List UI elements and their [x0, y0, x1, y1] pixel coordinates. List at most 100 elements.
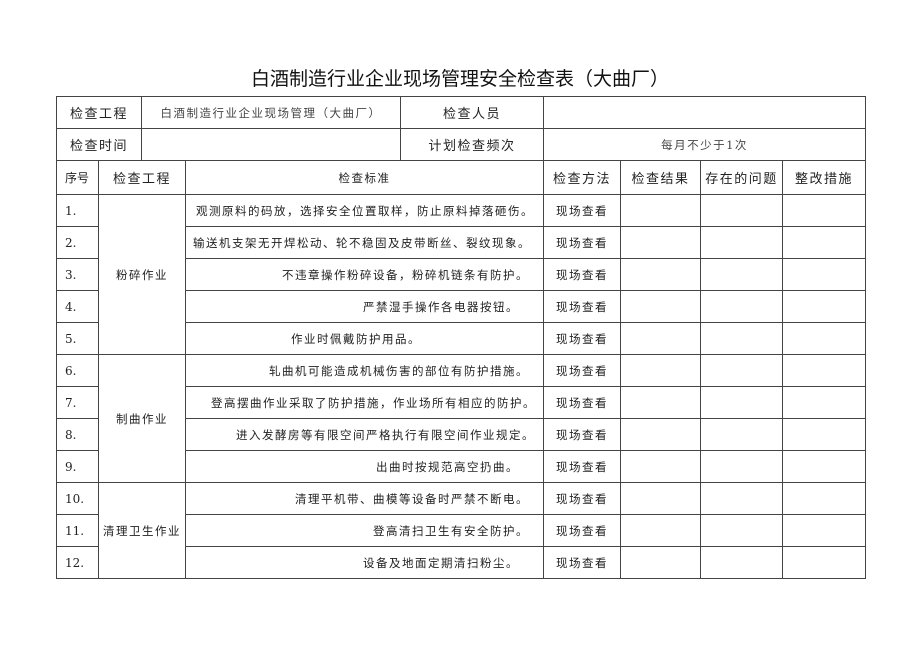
row-standard: 登高摆曲作业采取了防护措施，作业场所有相应的防护。 — [185, 386, 545, 419]
row-method: 现场查看 — [543, 194, 622, 227]
row-measures-cell[interactable] — [782, 322, 867, 355]
time-label: 检查时间 — [55, 128, 143, 161]
row-measures-cell[interactable] — [782, 354, 867, 387]
table-row: 2. 输送机支架无开焊松动、轮不稳固及皮带断丝、裂纹现象。 现场查看 — [56, 226, 867, 259]
row-issues-cell[interactable] — [700, 482, 784, 515]
row-issues-cell[interactable] — [700, 418, 784, 451]
row-measures-cell[interactable] — [782, 450, 867, 483]
row-standard: 出曲时按规范高空扔曲。 — [185, 450, 545, 483]
row-measures-cell[interactable] — [782, 418, 867, 451]
table-row: 1. 粉碎作业 观测原料的码放，选择安全位置取样，防止原料掉落砸伤。 现场查看 — [56, 194, 867, 355]
row-measures-cell[interactable] — [782, 290, 867, 323]
row-method: 现场查看 — [543, 258, 622, 291]
col-seq: 序号 — [56, 160, 99, 195]
column-header-row: 序号 检查工程 检查标准 检查方法 检查结果 存在的问题 整改措施 — [56, 160, 867, 195]
table-row: 5. 作业时佩戴防护用品。 现场查看 — [56, 322, 867, 355]
row-result-cell[interactable] — [620, 194, 702, 227]
row-result-cell[interactable] — [620, 514, 702, 547]
row-standard: 输送机支架无开焊松动、轮不稳固及皮带断丝、裂纹现象。 — [185, 226, 545, 259]
inspection-table: 检查工程 白酒制造行业企业现场管理（大曲厂） 检查人员 检查时间 计划检查频次 … — [55, 96, 867, 579]
row-result-cell[interactable] — [620, 290, 702, 323]
row-method: 现场查看 — [543, 514, 622, 547]
row-measures-cell[interactable] — [782, 194, 867, 227]
table-row: 8. 进入发酵房等有限空间严格执行有限空间作业规定。 现场查看 — [56, 418, 867, 451]
row-issues-cell[interactable] — [700, 386, 784, 419]
project-label: 检查工程 — [55, 96, 143, 129]
row-seq: 10. — [56, 482, 99, 515]
row-issues-cell[interactable] — [700, 322, 784, 355]
row-seq: 2. — [56, 226, 99, 259]
row-measures-cell[interactable] — [782, 546, 867, 579]
row-result-cell[interactable] — [620, 226, 702, 259]
row-measures-cell[interactable] — [782, 258, 867, 291]
row-measures-cell[interactable] — [782, 482, 867, 515]
row-measures-cell[interactable] — [782, 226, 867, 259]
row-seq: 5. — [56, 322, 99, 355]
row-seq: 1. — [56, 194, 99, 227]
row-seq: 8. — [56, 418, 99, 451]
row-method: 现场查看 — [543, 386, 622, 419]
row-issues-cell[interactable] — [700, 194, 784, 227]
col-method: 检查方法 — [543, 160, 622, 195]
row-method: 现场查看 — [543, 418, 622, 451]
row-result-cell[interactable] — [620, 386, 702, 419]
row-standard: 作业时佩戴防护用品。 — [185, 322, 545, 355]
row-issues-cell[interactable] — [700, 226, 784, 259]
row-result-cell[interactable] — [620, 418, 702, 451]
row-result-cell[interactable] — [620, 354, 702, 387]
row-issues-cell[interactable] — [700, 258, 784, 291]
row-group: 制曲作业 — [97, 354, 187, 483]
row-seq: 7. — [56, 386, 99, 419]
table-row: 12. 设备及地面定期清扫粉尘。 现场查看 — [56, 546, 867, 579]
row-measures-cell[interactable] — [782, 386, 867, 419]
header-row-time: 检查时间 计划检查频次 每月不少于1次 — [55, 128, 867, 161]
row-measures-cell[interactable] — [782, 514, 867, 547]
row-result-cell[interactable] — [620, 546, 702, 579]
table-row: 10. 清理卫生作业 清理平机带、曲模等设备时严禁不断电。 现场查看 — [56, 482, 867, 579]
row-seq: 4. — [56, 290, 99, 323]
project-value[interactable]: 白酒制造行业企业现场管理（大曲厂） — [141, 96, 402, 129]
row-standard: 清理平机带、曲模等设备时严禁不断电。 — [185, 482, 545, 515]
row-result-cell[interactable] — [620, 450, 702, 483]
inspector-value[interactable] — [543, 96, 867, 129]
row-seq: 9. — [56, 450, 99, 483]
row-method: 现场查看 — [543, 450, 622, 483]
row-seq: 3. — [56, 258, 99, 291]
time-value[interactable] — [141, 128, 402, 161]
inspector-label: 检查人员 — [400, 96, 545, 129]
row-standard: 进入发酵房等有限空间严格执行有限空间作业规定。 — [185, 418, 545, 451]
table-row: 9. 出曲时按规范高空扔曲。 现场查看 — [56, 450, 867, 483]
row-issues-cell[interactable] — [700, 290, 784, 323]
row-standard: 严禁湿手操作各电器按钮。 — [185, 290, 545, 323]
row-standard: 观测原料的码放，选择安全位置取样，防止原料掉落砸伤。 — [185, 194, 545, 227]
row-standard: 登高清扫卫生有安全防护。 — [185, 514, 545, 547]
row-seq: 6. — [56, 354, 99, 387]
row-issues-cell[interactable] — [700, 514, 784, 547]
col-result: 检查结果 — [620, 160, 702, 195]
table-row: 7. 登高摆曲作业采取了防护措施，作业场所有相应的防护。 现场查看 — [56, 386, 867, 419]
row-result-cell[interactable] — [620, 322, 702, 355]
frequency-label: 计划检查频次 — [400, 128, 545, 161]
col-project: 检查工程 — [97, 160, 187, 195]
row-result-cell[interactable] — [620, 258, 702, 291]
row-method: 现场查看 — [543, 546, 622, 579]
row-method: 现场查看 — [543, 482, 622, 515]
row-method: 现场查看 — [543, 226, 622, 259]
frequency-value[interactable]: 每月不少于1次 — [543, 128, 867, 161]
row-issues-cell[interactable] — [700, 354, 784, 387]
col-measures: 整改措施 — [782, 160, 867, 195]
row-result-cell[interactable] — [620, 482, 702, 515]
row-standard: 不违章操作粉碎设备，粉碎机链条有防护。 — [185, 258, 545, 291]
col-issues: 存在的问题 — [700, 160, 784, 195]
row-method: 现场查看 — [543, 354, 622, 387]
table-row: 6. 制曲作业 轧曲机可能造成机械伤害的部位有防护措施。 现场查看 — [56, 354, 867, 483]
row-method: 现场查看 — [543, 322, 622, 355]
col-standard: 检查标准 — [185, 160, 545, 195]
document-title: 白酒制造行业企业现场管理安全检查表（大曲厂） — [250, 68, 669, 90]
row-seq: 12. — [56, 546, 99, 579]
row-standard: 轧曲机可能造成机械伤害的部位有防护措施。 — [185, 354, 545, 387]
table-row: 3. 不违章操作粉碎设备，粉碎机链条有防护。 现场查看 — [56, 258, 867, 291]
row-issues-cell[interactable] — [700, 450, 784, 483]
row-issues-cell[interactable] — [700, 546, 784, 579]
row-standard: 设备及地面定期清扫粉尘。 — [185, 546, 545, 579]
